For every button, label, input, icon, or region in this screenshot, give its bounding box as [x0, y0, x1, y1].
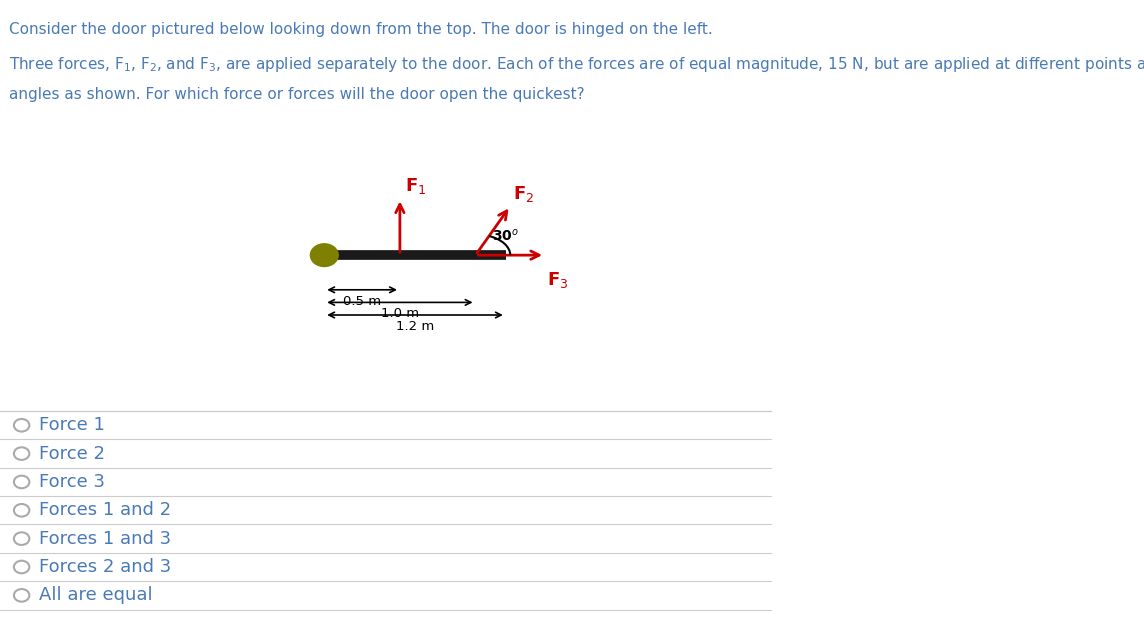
Circle shape — [310, 244, 339, 266]
Text: 30$^o$: 30$^o$ — [492, 228, 519, 244]
Text: All are equal: All are equal — [39, 587, 152, 604]
Text: Force 3: Force 3 — [39, 473, 104, 491]
Text: Consider the door pictured below looking down from the top. The door is hinged o: Consider the door pictured below looking… — [9, 22, 713, 37]
Text: Three forces, F$_1$, F$_2$, and F$_3$, are applied separately to the door. Each : Three forces, F$_1$, F$_2$, and F$_3$, a… — [9, 55, 1144, 74]
Text: 1.0 m: 1.0 m — [381, 307, 419, 321]
Text: 0.5 m: 0.5 m — [343, 295, 381, 308]
Text: F$_3$: F$_3$ — [547, 270, 569, 290]
Text: angles as shown. For which force or forces will the door open the quickest?: angles as shown. For which force or forc… — [9, 87, 585, 102]
Text: 1.2 m: 1.2 m — [396, 320, 434, 333]
Text: Force 2: Force 2 — [39, 445, 104, 462]
Text: Forces 1 and 2: Forces 1 and 2 — [39, 501, 170, 519]
Text: Forces 2 and 3: Forces 2 and 3 — [39, 558, 170, 576]
Text: Forces 1 and 3: Forces 1 and 3 — [39, 530, 170, 547]
Text: F$_1$: F$_1$ — [405, 176, 426, 196]
Text: F$_2$: F$_2$ — [514, 183, 534, 203]
Text: Force 1: Force 1 — [39, 416, 104, 434]
